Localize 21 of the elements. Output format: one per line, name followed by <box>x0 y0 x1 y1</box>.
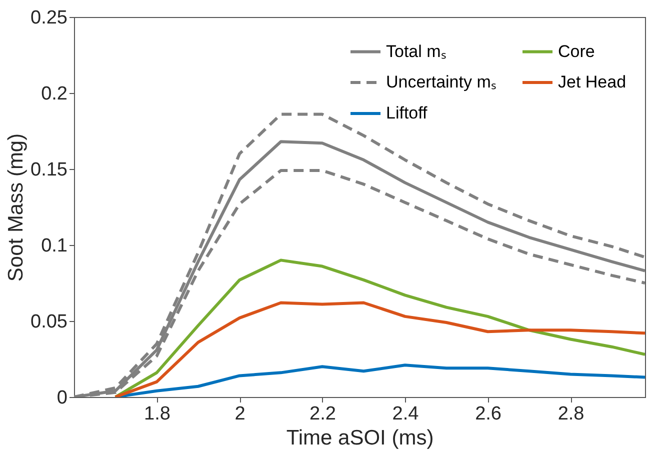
x-tick-label: 2.4 <box>392 404 420 424</box>
x-tick-label: 2.6 <box>475 404 502 424</box>
y-axis-title: Soot Mass (mg) <box>4 133 28 282</box>
y-tick-label: 0.1 <box>41 236 68 256</box>
x-tick-label: 2.8 <box>558 404 584 424</box>
y-tick-label: 0 <box>56 388 68 408</box>
x-tick-label: 2 <box>234 404 246 424</box>
x-tick-label: 1.8 <box>144 404 170 424</box>
y-tick-label: 0.2 <box>41 84 68 104</box>
legend-label: Liftoff <box>386 104 428 122</box>
line-series <box>114 301 645 397</box>
y-tick-label: 0.15 <box>30 160 68 180</box>
legend-label: Core <box>558 42 595 61</box>
line-series <box>114 258 645 397</box>
x-tick-label: 2.2 <box>310 404 336 424</box>
y-tick-label: 0.05 <box>30 312 68 332</box>
y-tick-label: 0.25 <box>30 8 68 28</box>
legend-label: Uncertainty mₛ <box>386 72 496 92</box>
x-axis-title: Time aSOI (ms) <box>286 426 434 450</box>
legend-label: Total mₛ <box>386 42 446 61</box>
legend-label: Jet Head <box>558 72 626 92</box>
